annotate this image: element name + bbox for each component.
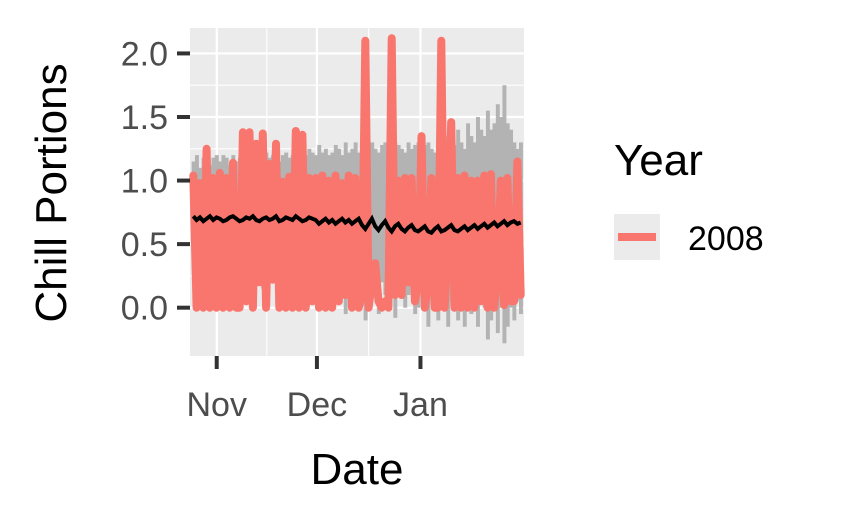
ribbon-bar xyxy=(370,142,375,283)
ribbon-bar xyxy=(373,148,378,295)
y-tick-label: 0.5 xyxy=(121,226,168,264)
ribbon-bar xyxy=(380,144,385,283)
legend-title: Year xyxy=(614,136,703,185)
mean-line xyxy=(191,213,522,236)
y-tick-label: 2.0 xyxy=(121,35,168,73)
y-axis-title: Chill Portions xyxy=(27,63,76,322)
x-tick-label: Jan xyxy=(393,386,448,424)
x-tick-label: Dec xyxy=(287,386,347,424)
y-tick-label: 0.0 xyxy=(121,290,168,328)
mean-layer xyxy=(191,213,522,236)
legend-label-2008: 2008 xyxy=(688,220,764,258)
y-tick-label: 1.5 xyxy=(121,99,168,137)
axes: 0.0 0.5 1.0 1.5 2.0 Nov Dec Jan xyxy=(121,35,448,424)
y-tick-label: 1.0 xyxy=(121,163,168,201)
ribbon-bar xyxy=(376,152,381,315)
x-tick-label: Nov xyxy=(186,386,246,424)
legend: Year 2008 xyxy=(614,136,764,260)
x-axis-title: Date xyxy=(311,445,404,494)
